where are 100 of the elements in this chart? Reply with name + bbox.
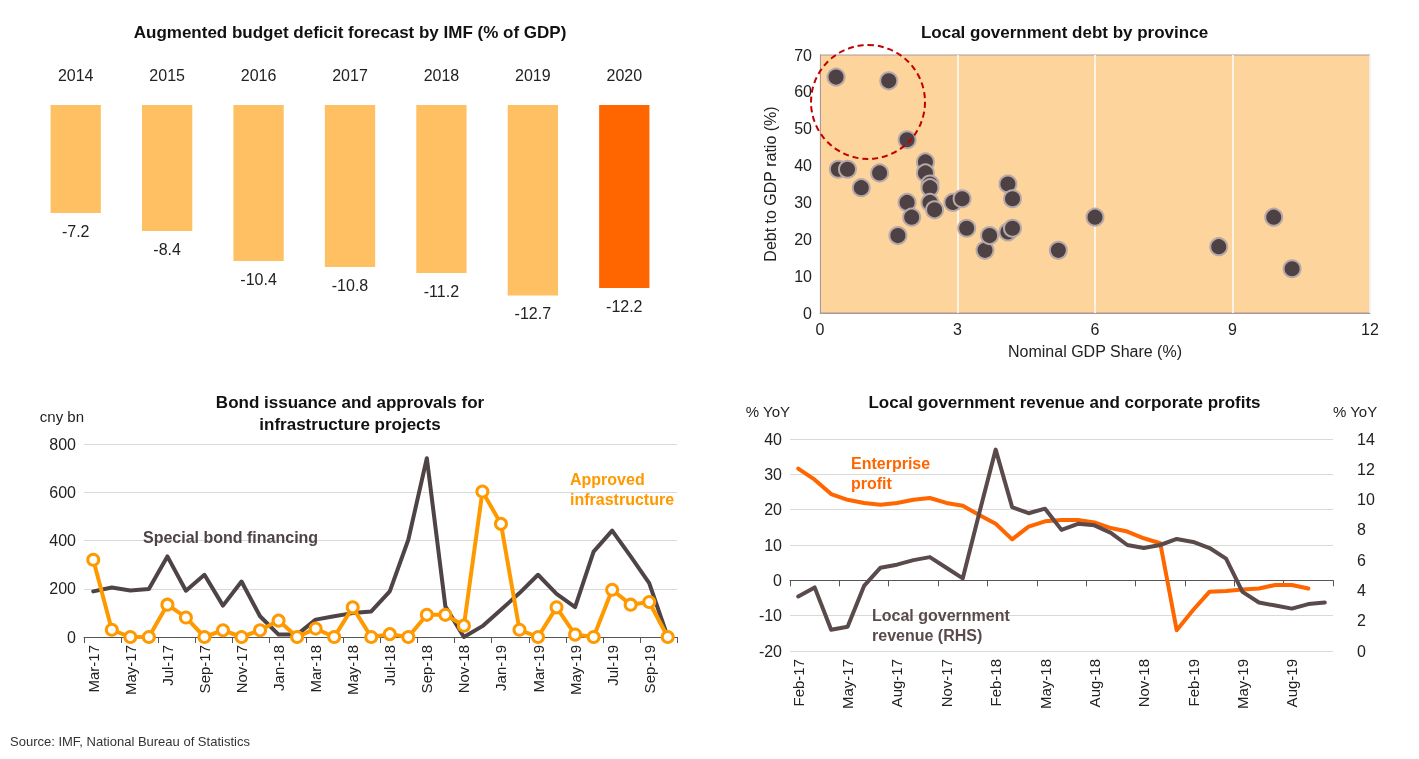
y-tick-label: 10 xyxy=(794,267,813,285)
y-axis-title: % YoY xyxy=(745,403,790,420)
y-tick-label: 40 xyxy=(794,157,813,175)
y-tick-label: 800 xyxy=(49,435,77,453)
x-tick-label: Mar-18 xyxy=(307,645,325,693)
y-axis-title: Debt to GDP ratio (%) xyxy=(761,106,779,262)
y-tick-label: 20 xyxy=(794,230,813,248)
x-tick-label: Sep-19 xyxy=(640,645,658,694)
point xyxy=(897,192,917,212)
point xyxy=(902,207,922,227)
point xyxy=(870,163,890,183)
x-tick-label: Jan-19 xyxy=(492,645,510,691)
x-tick-label: 3 xyxy=(953,320,963,338)
x-tick-label: Nov-18 xyxy=(455,645,473,694)
x-tick-label: Nov-18 xyxy=(1135,659,1153,708)
point xyxy=(160,597,175,612)
x-tick-label: 2017 xyxy=(332,66,368,84)
y-tick-label: 50 xyxy=(794,120,813,138)
data-label: -12.7 xyxy=(514,305,552,322)
point xyxy=(1085,207,1105,227)
point xyxy=(642,595,657,610)
y-tick-label: 200 xyxy=(49,580,77,598)
y2-tick-label: 10 xyxy=(1357,491,1375,509)
x-tick-label: 6 xyxy=(1090,320,1100,338)
x-tick-label: Jan-18 xyxy=(270,645,288,691)
x-tick-label: 2019 xyxy=(515,66,551,84)
data-label: -8.4 xyxy=(153,240,182,258)
y2-axis-title: % YoY xyxy=(1333,403,1378,420)
y2-tick-label: 14 xyxy=(1357,430,1375,448)
point xyxy=(512,622,527,637)
point xyxy=(605,582,620,597)
y-tick-label: 30 xyxy=(794,193,813,211)
point xyxy=(660,630,675,644)
y2-tick-label: 6 xyxy=(1357,551,1366,569)
x-tick-label: Jul-19 xyxy=(603,645,621,686)
y-tick-label: 30 xyxy=(764,465,783,483)
chart-title: Local government debt by province xyxy=(920,22,1209,42)
chart-title: Local government revenue and corporate profits xyxy=(868,392,1261,412)
x-tick-label: 12 xyxy=(1361,320,1379,338)
y2-tick-label: 4 xyxy=(1357,581,1366,599)
point xyxy=(327,630,342,644)
point xyxy=(86,552,101,567)
x-tick-label: 9 xyxy=(1228,320,1238,338)
x-tick-label: May-18 xyxy=(1036,659,1054,710)
point xyxy=(253,623,268,638)
x-tick-label: 2014 xyxy=(57,66,94,84)
point xyxy=(1048,240,1068,260)
data-label: -12.2 xyxy=(606,297,643,315)
y-tick-label: 0 xyxy=(67,628,77,646)
point xyxy=(345,600,360,615)
point xyxy=(568,627,583,642)
point xyxy=(364,630,379,644)
chart-title: Augmented budget deficit forecast by IMF (% of GDP) xyxy=(133,22,567,42)
source-note: Source: IMF, National Bureau of Statistics xyxy=(10,733,250,751)
x-tick-label: 2020 xyxy=(606,66,643,84)
y2-tick-label: 12 xyxy=(1357,460,1375,478)
y2-tick-label: 2 xyxy=(1357,612,1366,630)
x-tick-label: Sep-17 xyxy=(195,645,213,694)
series-label: Local government revenue (RHS) xyxy=(872,606,1011,646)
x-tick-label: Nov-17 xyxy=(937,659,955,708)
point xyxy=(975,240,995,260)
x-tick-label: Aug-17 xyxy=(888,659,906,708)
y-tick-label: 400 xyxy=(49,532,77,549)
y2-tick-label: 8 xyxy=(1357,521,1366,539)
point xyxy=(952,189,972,209)
point xyxy=(456,618,471,633)
x-tick-label: 2018 xyxy=(423,66,460,84)
y-axis-title: cny bn xyxy=(39,408,84,425)
point xyxy=(178,610,193,625)
x-tick-label: 0 xyxy=(815,320,825,338)
x-tick-label: Sep-18 xyxy=(418,645,436,694)
text: Approved infrastructure xyxy=(570,470,675,510)
point xyxy=(925,200,945,220)
point xyxy=(234,630,249,644)
x-tick-label: May-17 xyxy=(121,645,139,696)
y-tick-label: 20 xyxy=(764,501,783,519)
y-tick-label: 10 xyxy=(764,536,783,554)
x-tick-label: May-19 xyxy=(1234,659,1251,710)
point xyxy=(290,630,305,644)
point xyxy=(957,218,977,238)
point xyxy=(401,630,416,644)
x-tick-label: Mar-17 xyxy=(84,645,102,693)
y-tick-label: 40 xyxy=(764,430,783,448)
x-tick-label: Mar-19 xyxy=(529,645,547,693)
point xyxy=(141,630,156,644)
x-tick-label: May-17 xyxy=(839,659,857,710)
series-label: Special bond financing xyxy=(143,528,319,548)
x-tick-label: Feb-17 xyxy=(789,659,807,707)
chart-title: Bond issuance and approvals for infrastructure projects xyxy=(215,392,485,434)
data-label: -7.2 xyxy=(61,222,90,240)
point xyxy=(493,516,508,531)
point xyxy=(308,621,323,636)
y-tick-label: -10 xyxy=(758,607,783,625)
y-tick-label: 0 xyxy=(773,571,783,589)
y-tick-label: -20 xyxy=(758,642,783,660)
point xyxy=(1003,189,1022,209)
data-label: -10.8 xyxy=(331,276,369,294)
x-tick-label: Aug-18 xyxy=(1085,659,1103,708)
point xyxy=(104,622,119,637)
point xyxy=(1003,218,1022,238)
